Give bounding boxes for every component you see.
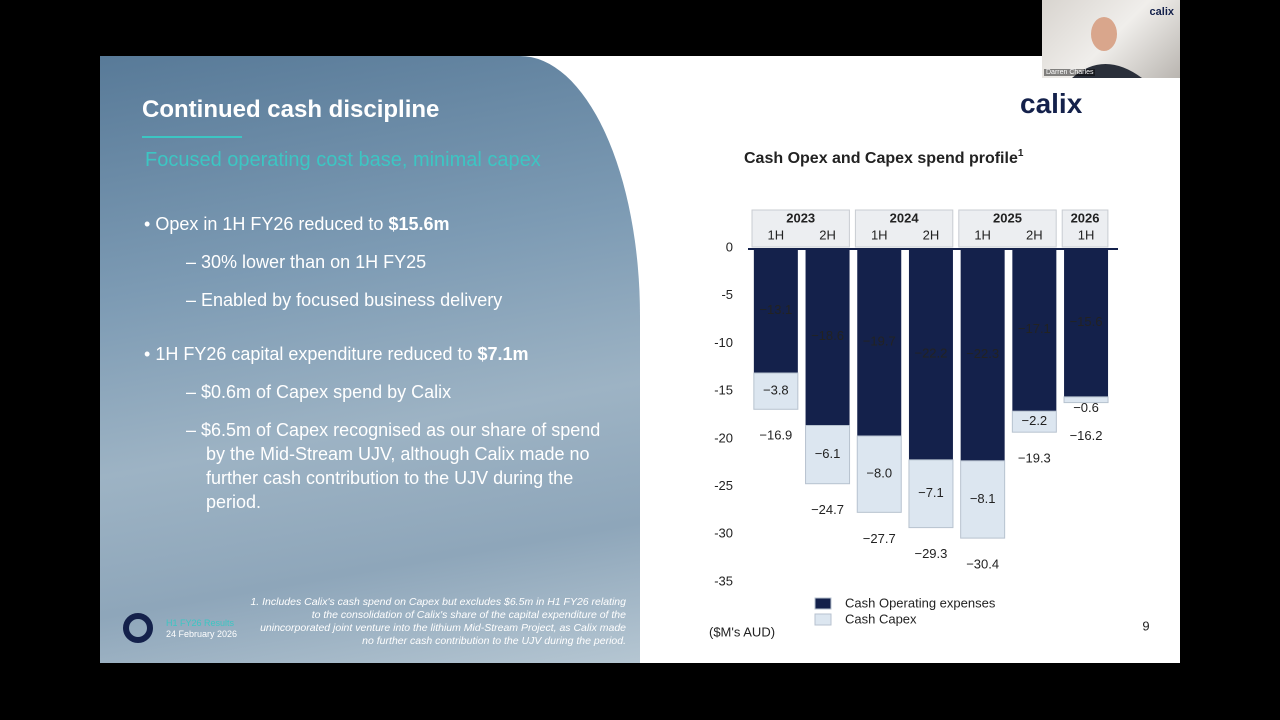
opex-label: −17.1 <box>1018 321 1051 336</box>
title-rule <box>142 136 242 138</box>
y-tick-label: -25 <box>714 478 733 493</box>
opex-label: −15.6 <box>1070 314 1103 329</box>
year-label: 2026 <box>1071 210 1100 225</box>
speaker <box>1072 17 1142 78</box>
opex-label: −22.3 <box>966 346 999 361</box>
unit-label: ($M's AUD) <box>709 624 775 639</box>
capex-label: −6.1 <box>815 446 841 461</box>
chart-title-text: Cash Opex and Capex spend profile <box>744 150 1018 167</box>
opex-label: −22.2 <box>914 345 947 360</box>
capex-label: −3.8 <box>763 383 789 398</box>
opex-label: −13.1 <box>759 302 792 317</box>
bullet: 1H FY26 capital expenditure reduced to $… <box>144 342 614 514</box>
capex-label: −8.1 <box>970 491 996 506</box>
bullet-bold: $7.1m <box>477 344 529 364</box>
opex-bar <box>1064 250 1109 397</box>
legend-label: Cash Operating expenses <box>845 595 996 610</box>
capex-bar <box>1011 410 1057 433</box>
bullet: Opex in 1H FY26 reduced to $15.6m 30% low… <box>144 212 614 312</box>
y-tick-label: 0 <box>726 239 733 254</box>
footer-date: 24 February 2026 <box>166 629 238 639</box>
bullets: Opex in 1H FY26 reduced to $15.6m 30% low… <box>144 212 614 528</box>
total-label: −27.7 <box>863 531 896 546</box>
capex-bar <box>908 459 954 529</box>
capex-label: −2.2 <box>1022 413 1048 428</box>
footer-logo <box>123 613 153 643</box>
slide-subtitle: Focused operating cost base, minimal cap… <box>145 149 541 171</box>
video-logo: calix <box>1149 6 1174 18</box>
half-label: 2H <box>1026 227 1043 242</box>
capex-label: −0.6 <box>1073 400 1099 415</box>
opex-bar <box>1012 250 1057 412</box>
year-label: 2025 <box>993 210 1022 225</box>
sub-bullet: $0.6m of Capex spend by Calix <box>186 380 614 404</box>
footnote: 1. Includes Calix's cash spend on Capex … <box>250 596 626 647</box>
year-header <box>751 209 850 248</box>
y-tick-label: -20 <box>714 430 733 445</box>
slide-title: Continued cash discipline <box>142 96 440 123</box>
chart-title: Cash Opex and Capex spend profile1 <box>744 148 1024 168</box>
capex-bar <box>856 435 902 513</box>
footer-event: H1 FY26 Results <box>166 618 235 628</box>
year-label: 2023 <box>786 210 815 225</box>
sub-bullet: $6.5m of Capex recognised as our share o… <box>186 418 614 514</box>
capex-bar <box>753 372 799 410</box>
year-header <box>958 209 1057 248</box>
opex-bar <box>908 250 953 460</box>
capex-bar <box>805 424 851 485</box>
total-label: −16.9 <box>759 428 792 443</box>
opex-bar <box>753 250 798 374</box>
opex-bar <box>805 250 850 426</box>
legend-swatch <box>814 613 832 626</box>
half-label: 2H <box>819 227 836 242</box>
total-label: −24.7 <box>811 502 844 517</box>
total-label: −30.4 <box>966 557 999 572</box>
half-label: 2H <box>923 227 940 242</box>
opex-bar <box>857 250 902 436</box>
year-header <box>1061 209 1109 248</box>
capex-label: −8.0 <box>866 466 892 481</box>
half-label: 1H <box>871 227 888 242</box>
year-label: 2024 <box>890 210 920 225</box>
legend-swatch <box>814 597 832 610</box>
speaker-name: Darren Charles <box>1044 69 1096 76</box>
capex-bar <box>960 460 1006 539</box>
half-label: 1H <box>974 227 991 242</box>
sub-bullet: 30% lower than on 1H FY25 <box>186 250 614 274</box>
sub-bullet: Enabled by focused business delivery <box>186 288 614 312</box>
y-tick-label: -10 <box>714 335 733 350</box>
y-tick-label: -5 <box>721 287 733 302</box>
video-thumbnail: Darren Charles calix <box>1042 0 1180 78</box>
half-label: 1H <box>768 227 785 242</box>
half-label: 1H <box>1078 227 1095 242</box>
bullet-text: 1H FY26 capital expenditure reduced to <box>155 344 478 364</box>
opex-label: −18.6 <box>811 328 844 343</box>
y-tick-label: -30 <box>714 526 733 541</box>
y-tick-label: -15 <box>714 383 733 398</box>
legend-label: Cash Capex <box>845 611 917 626</box>
total-label: −29.3 <box>914 546 947 561</box>
bullet-text: Opex in 1H FY26 reduced to <box>155 214 389 234</box>
capex-label: −7.1 <box>918 485 944 500</box>
bullet-line: Opex in 1H FY26 reduced to $15.6m <box>144 212 614 236</box>
opex-bar <box>960 250 1005 461</box>
total-label: −16.2 <box>1070 428 1103 443</box>
bullet-bold: $15.6m <box>388 214 450 234</box>
capex-bar <box>1063 396 1109 404</box>
page-number: 9 <box>1142 618 1149 633</box>
year-header <box>854 209 954 248</box>
opex-label: −19.7 <box>863 333 896 348</box>
bullet-line: 1H FY26 capital expenditure reduced to $… <box>144 342 614 366</box>
logo: calix <box>1020 88 1083 119</box>
chart-title-note: 1 <box>1018 148 1024 159</box>
y-tick-label: -35 <box>714 573 733 588</box>
total-label: −19.3 <box>1018 451 1051 466</box>
